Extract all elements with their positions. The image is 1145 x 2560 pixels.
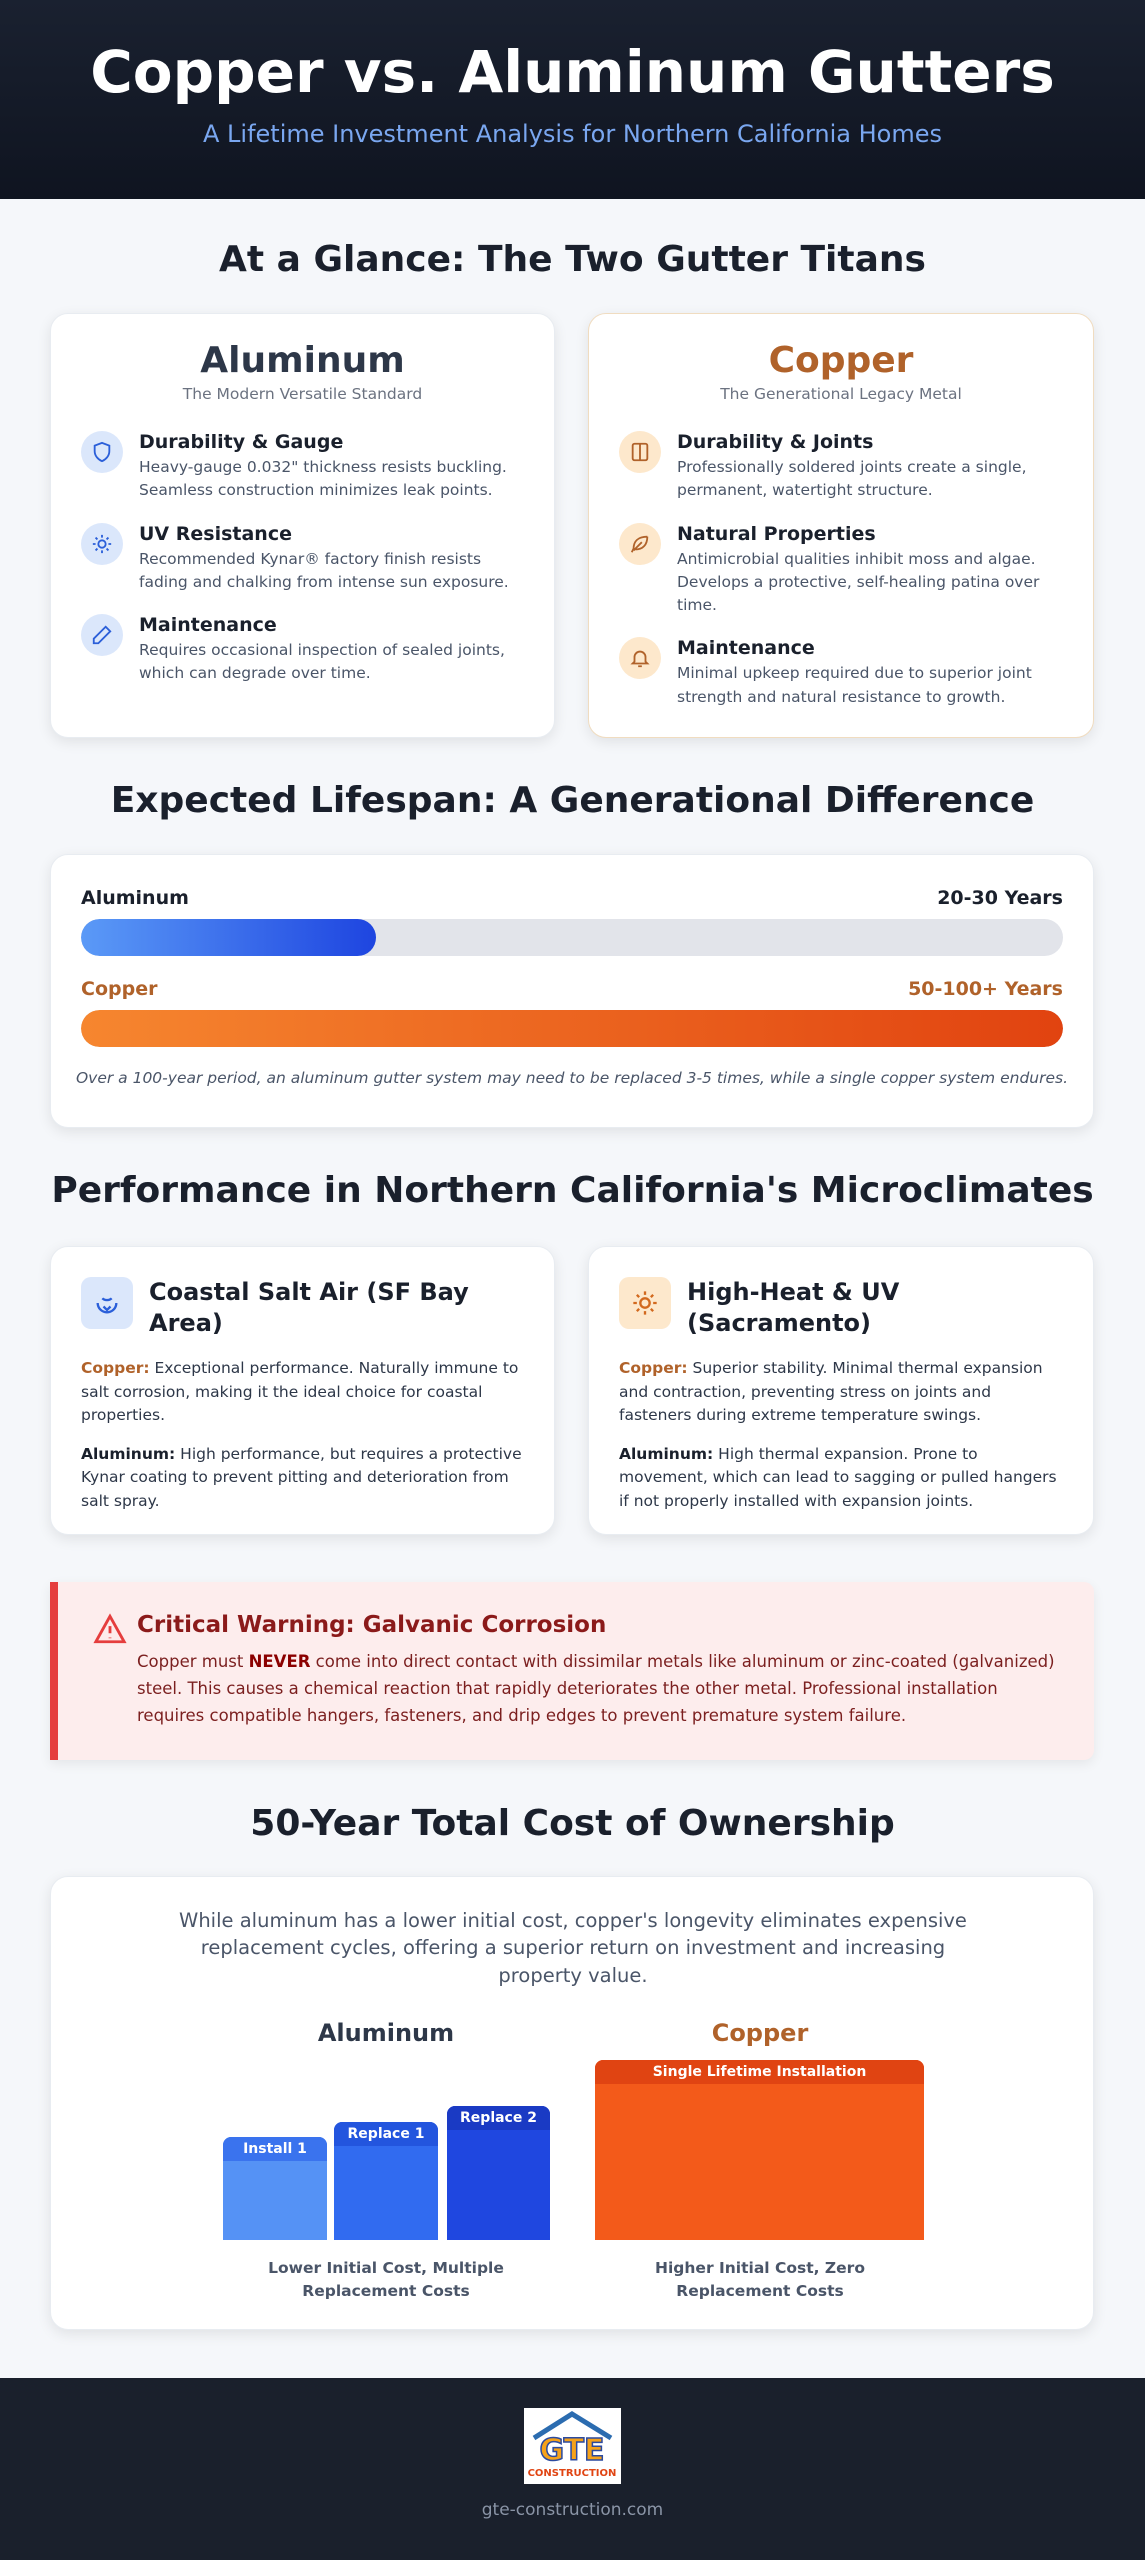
- icon: [619, 1277, 671, 1329]
- feature-text: Requires occasional inspection of sealed…: [139, 641, 505, 683]
- label: Copper:: [619, 1359, 688, 1378]
- cost-bar: Replace 1: [334, 2122, 438, 2240]
- lifespan-row: Aluminum 20-30 Years: [81, 887, 1063, 909]
- footer: GTE CONSTRUCTION gte-construction.com: [0, 2378, 1145, 2560]
- feature: Natural Properties Antimicrobial qualitie…: [619, 522, 1063, 618]
- icon: [81, 522, 123, 565]
- lifespan-value: 50-100+ Years: [908, 978, 1063, 1000]
- column-title: Copper: [711, 2019, 809, 2047]
- icon: [81, 614, 123, 656]
- warning: Critical Warning: Galvanic Corrosion Cop…: [50, 1582, 1094, 1760]
- site: gte-construction.com: [481, 2500, 664, 2520]
- column-title: Aluminum: [317, 2019, 455, 2047]
- section-heading: Expected Lifespan: A Generational Differ…: [110, 780, 1035, 821]
- text: come into direct contact with dissimilar…: [137, 1652, 1055, 1726]
- feature-title: Natural Properties: [677, 522, 876, 545]
- text: Copper must: [137, 1652, 244, 1671]
- cost-card: While aluminum has a lower initial cost,…: [50, 1876, 1094, 2330]
- logo-text: GTE: [539, 2433, 604, 2468]
- bar-label: Replace 1: [334, 2122, 438, 2146]
- lifespan-bar: [81, 919, 376, 956]
- material: Copper: [81, 978, 158, 1000]
- feature-text: Minimal upkeep required due to superior …: [677, 664, 1032, 706]
- card-title: Copper: [768, 340, 914, 381]
- warning-icon: [93, 1613, 127, 1644]
- feature-text: Professionally soldered joints create a …: [677, 458, 1027, 500]
- text: High thermal expansion. Prone to movemen…: [619, 1445, 1057, 1510]
- title: Copper vs. Aluminum Gutters: [90, 38, 1055, 106]
- text: Exceptional performance. Naturally immun…: [81, 1359, 519, 1424]
- copper-card: Copper The Generational Legacy Metal Dur…: [588, 313, 1094, 738]
- feature-title: UV Resistance: [139, 522, 292, 545]
- card-title: Aluminum: [200, 340, 405, 381]
- warning-text: Copper must NEVER come into direct conta…: [137, 1648, 1062, 1730]
- cost-bar: Install 1: [223, 2137, 327, 2240]
- caption: Lower Initial Cost, Multiple Replacement…: [268, 2259, 504, 2301]
- feature-title: Maintenance: [677, 637, 815, 660]
- feature-text: Antimicrobial qualities inhibit moss and…: [677, 549, 1040, 615]
- label: Copper:: [81, 1359, 150, 1378]
- lifespan-track: [81, 1010, 1063, 1047]
- label: Aluminum:: [619, 1445, 714, 1464]
- header: Copper vs. Aluminum Gutters A Lifetime I…: [0, 0, 1145, 199]
- caption: Higher Initial Cost, Zero Replacement Co…: [655, 2259, 865, 2301]
- climate-card: Coastal Salt Air (SF Bay Area) Copper: E…: [50, 1246, 555, 1535]
- feature: Durability & Gauge Heavy-gauge 0.032" thi…: [81, 431, 524, 503]
- lifespan-bar: [81, 1010, 1063, 1047]
- feature: UV Resistance Recommended Kynar® factory …: [81, 522, 524, 595]
- entry: Copper: Exceptional performance. Natural…: [81, 1357, 524, 1427]
- section-heading: Performance in Northern California's Mic…: [51, 1170, 1094, 1211]
- emphasis: NEVER: [248, 1652, 311, 1671]
- aluminum-card: Aluminum The Modern Versatile Standard D…: [50, 313, 555, 738]
- climate-card: High-Heat & UV (Sacramento) Copper: Supe…: [588, 1246, 1094, 1535]
- lifespan-row: Copper 50-100+ Years: [81, 978, 1063, 1000]
- text: Superior stability. Minimal thermal expa…: [619, 1359, 1043, 1424]
- logo: GTE CONSTRUCTION: [524, 2408, 621, 2484]
- icon: [619, 431, 661, 473]
- feature-title: Durability & Gauge: [139, 431, 344, 453]
- card-subtitle: The Modern Versatile Standard: [182, 385, 423, 403]
- entry: Copper: Superior stability. Minimal ther…: [619, 1357, 1063, 1427]
- lifespan-card: Aluminum 20-30 Years Copper 50-100+ Years …: [50, 854, 1094, 1128]
- cost-bar: Replace 2: [447, 2106, 550, 2240]
- card-subtitle: The Generational Legacy Metal: [720, 385, 962, 403]
- feature-text: Recommended Kynar® factory finish resist…: [139, 549, 509, 591]
- entry: Aluminum: High performance, but requires…: [81, 1443, 524, 1513]
- note: Over a 100-year period, an aluminum gutt…: [75, 1069, 1069, 1087]
- warning-title: Critical Warning: Galvanic Corrosion: [137, 1612, 607, 1638]
- section-heading: At a Glance: The Two Gutter Titans: [219, 239, 926, 280]
- logo-subtext: CONSTRUCTION: [528, 2468, 617, 2479]
- card-title: Coastal Salt Air (SF Bay Area): [149, 1278, 469, 1338]
- icon: [619, 522, 661, 565]
- label: Aluminum:: [81, 1445, 176, 1464]
- feature-title: Durability & Joints: [677, 431, 874, 453]
- material: Aluminum: [81, 887, 189, 909]
- bar-label: Replace 2: [447, 2106, 550, 2130]
- entry: Aluminum: High thermal expansion. Prone …: [619, 1443, 1063, 1513]
- icon: [619, 637, 661, 680]
- icon: [81, 431, 123, 473]
- lifespan-value: 20-30 Years: [937, 887, 1063, 909]
- text: High performance, but requires a protect…: [81, 1445, 522, 1510]
- feature: Durability & Joints Professionally solder…: [619, 431, 1063, 503]
- cost-bar: Single Lifetime Installation: [595, 2060, 924, 2240]
- bar-label: Single Lifetime Installation: [595, 2060, 924, 2084]
- intro: While aluminum has a lower initial cost,…: [179, 1909, 967, 1987]
- subtitle: A Lifetime Investment Analysis for North…: [202, 120, 942, 148]
- card-title: High-Heat & UV (Sacramento): [687, 1278, 900, 1338]
- feature: Maintenance Requires occasional inspectio…: [81, 614, 524, 686]
- feature-text: Heavy-gauge 0.032" thickness resists buc…: [139, 458, 507, 500]
- bar-label: Install 1: [223, 2137, 327, 2161]
- bars: Install 1 Replace 1 Replace 2 Single Lif…: [51, 1877, 1095, 2240]
- feature: Maintenance Minimal upkeep required due t…: [619, 637, 1063, 709]
- section-heading: 50-Year Total Cost of Ownership: [250, 1803, 895, 1844]
- feature-title: Maintenance: [139, 614, 277, 636]
- icon: [81, 1277, 133, 1329]
- lifespan-track: [81, 919, 1063, 956]
